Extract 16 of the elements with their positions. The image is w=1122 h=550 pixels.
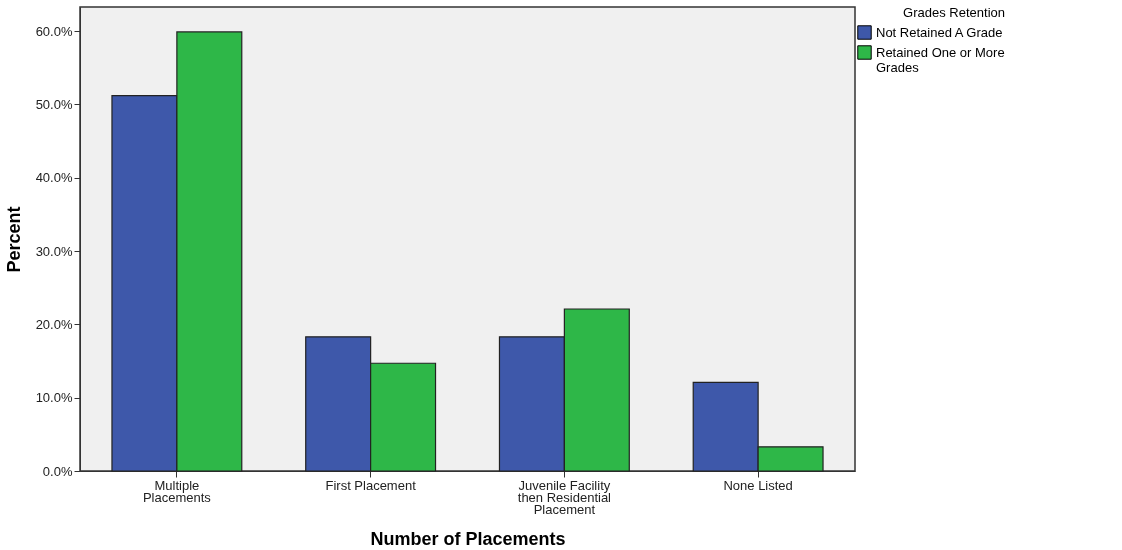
y-tick-label: 60.0% <box>35 23 73 39</box>
y-tick-label: 30.0% <box>35 243 73 259</box>
legend-title: Grades Retention <box>903 5 1005 20</box>
x-tick-label: First Placement <box>325 477 417 493</box>
y-axis-title: Percent <box>3 206 24 273</box>
y-tick-label: 0.0% <box>42 463 73 479</box>
x-tick-label: Multiple Placements <box>142 477 212 505</box>
y-tick-label: 40.0% <box>35 170 73 186</box>
x-axis-title: Number of Placements <box>370 528 566 549</box>
legend-label: Retained One or More Grades <box>876 44 1005 75</box>
x-tick-label: None Listed <box>723 477 793 493</box>
y-tick-label: 10.0% <box>35 390 73 406</box>
y-tick-label: 50.0% <box>35 96 73 112</box>
x-tick-label: Juvenile Facility then Residential Placement <box>517 477 612 517</box>
legend-label: Not Retained A Grade <box>876 24 1003 40</box>
y-tick-label: 20.0% <box>35 316 73 332</box>
